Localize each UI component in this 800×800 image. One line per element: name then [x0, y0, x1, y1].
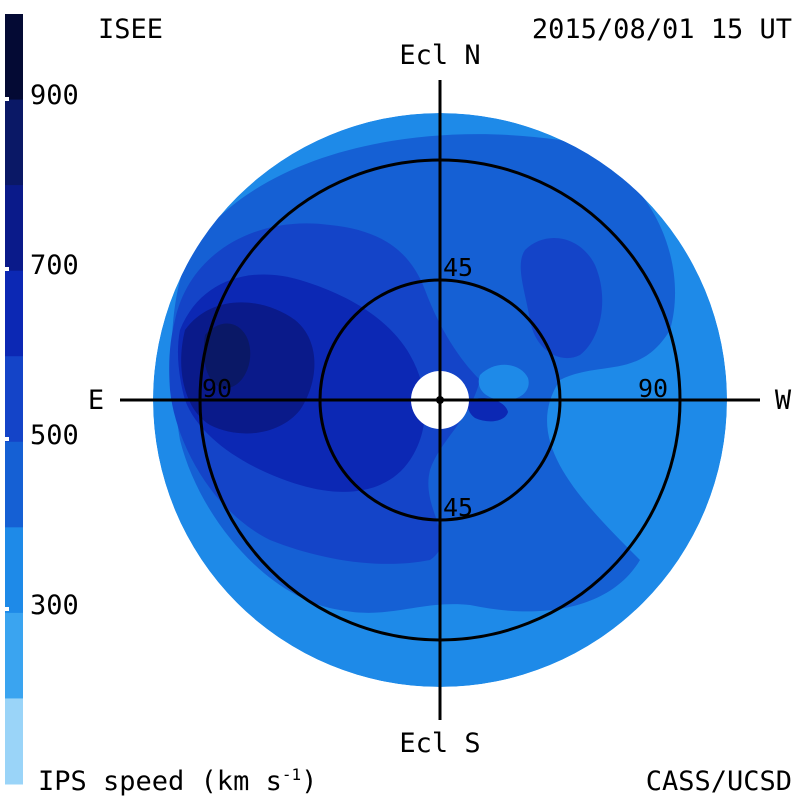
region-800-900	[203, 323, 251, 389]
colorbar-band-300-400	[5, 527, 23, 614]
tick-mark-500	[5, 437, 9, 441]
ring-label-inner-bottom: 45	[443, 493, 473, 522]
tick-mark-700	[5, 267, 9, 271]
footer-units-label: IPS speed (km s-1)	[38, 765, 317, 797]
region-500-600-west	[520, 238, 603, 359]
colorbar-label-700: 700	[30, 250, 79, 281]
tick-mark-300	[5, 607, 9, 611]
colorbar-band-600-700	[5, 270, 23, 357]
header-source: ISEE	[98, 14, 163, 45]
footer-credit: CASS/UCSD	[646, 766, 792, 797]
colorbar-band-700-800	[5, 185, 23, 272]
region-300-400-patch	[478, 364, 529, 401]
region-600-700-patch	[467, 398, 508, 422]
colorbar-band-200-300	[5, 612, 23, 699]
ring-label-outer-right: 90	[638, 374, 668, 403]
colorbar-band-500-600	[5, 356, 23, 443]
colorbar-ticks: 900 700 500 300	[5, 80, 79, 621]
ring-label-outer-left: 90	[202, 374, 232, 403]
ring-label-inner-top: 45	[443, 253, 473, 282]
colorbar-band-100-200	[5, 698, 23, 785]
sun-center-dot	[436, 396, 444, 404]
colorbar-band-800-900	[5, 99, 23, 186]
colorbar-label-900: 900	[30, 80, 79, 111]
direction-label-south: Ecl S	[399, 728, 480, 759]
header-timestamp: 2015/08/01 15 UT	[532, 14, 792, 45]
colorbar-label-500: 500	[30, 420, 79, 451]
colorbar-label-300: 300	[30, 590, 79, 621]
direction-label-west: W	[775, 385, 792, 416]
color-scale-bar	[5, 14, 23, 785]
colorbar-band-400-500	[5, 441, 23, 528]
direction-label-north: Ecl N	[399, 40, 480, 71]
tick-mark-900	[5, 97, 9, 101]
colorbar-band-900-1000	[5, 14, 23, 101]
direction-label-east: E	[88, 385, 104, 416]
